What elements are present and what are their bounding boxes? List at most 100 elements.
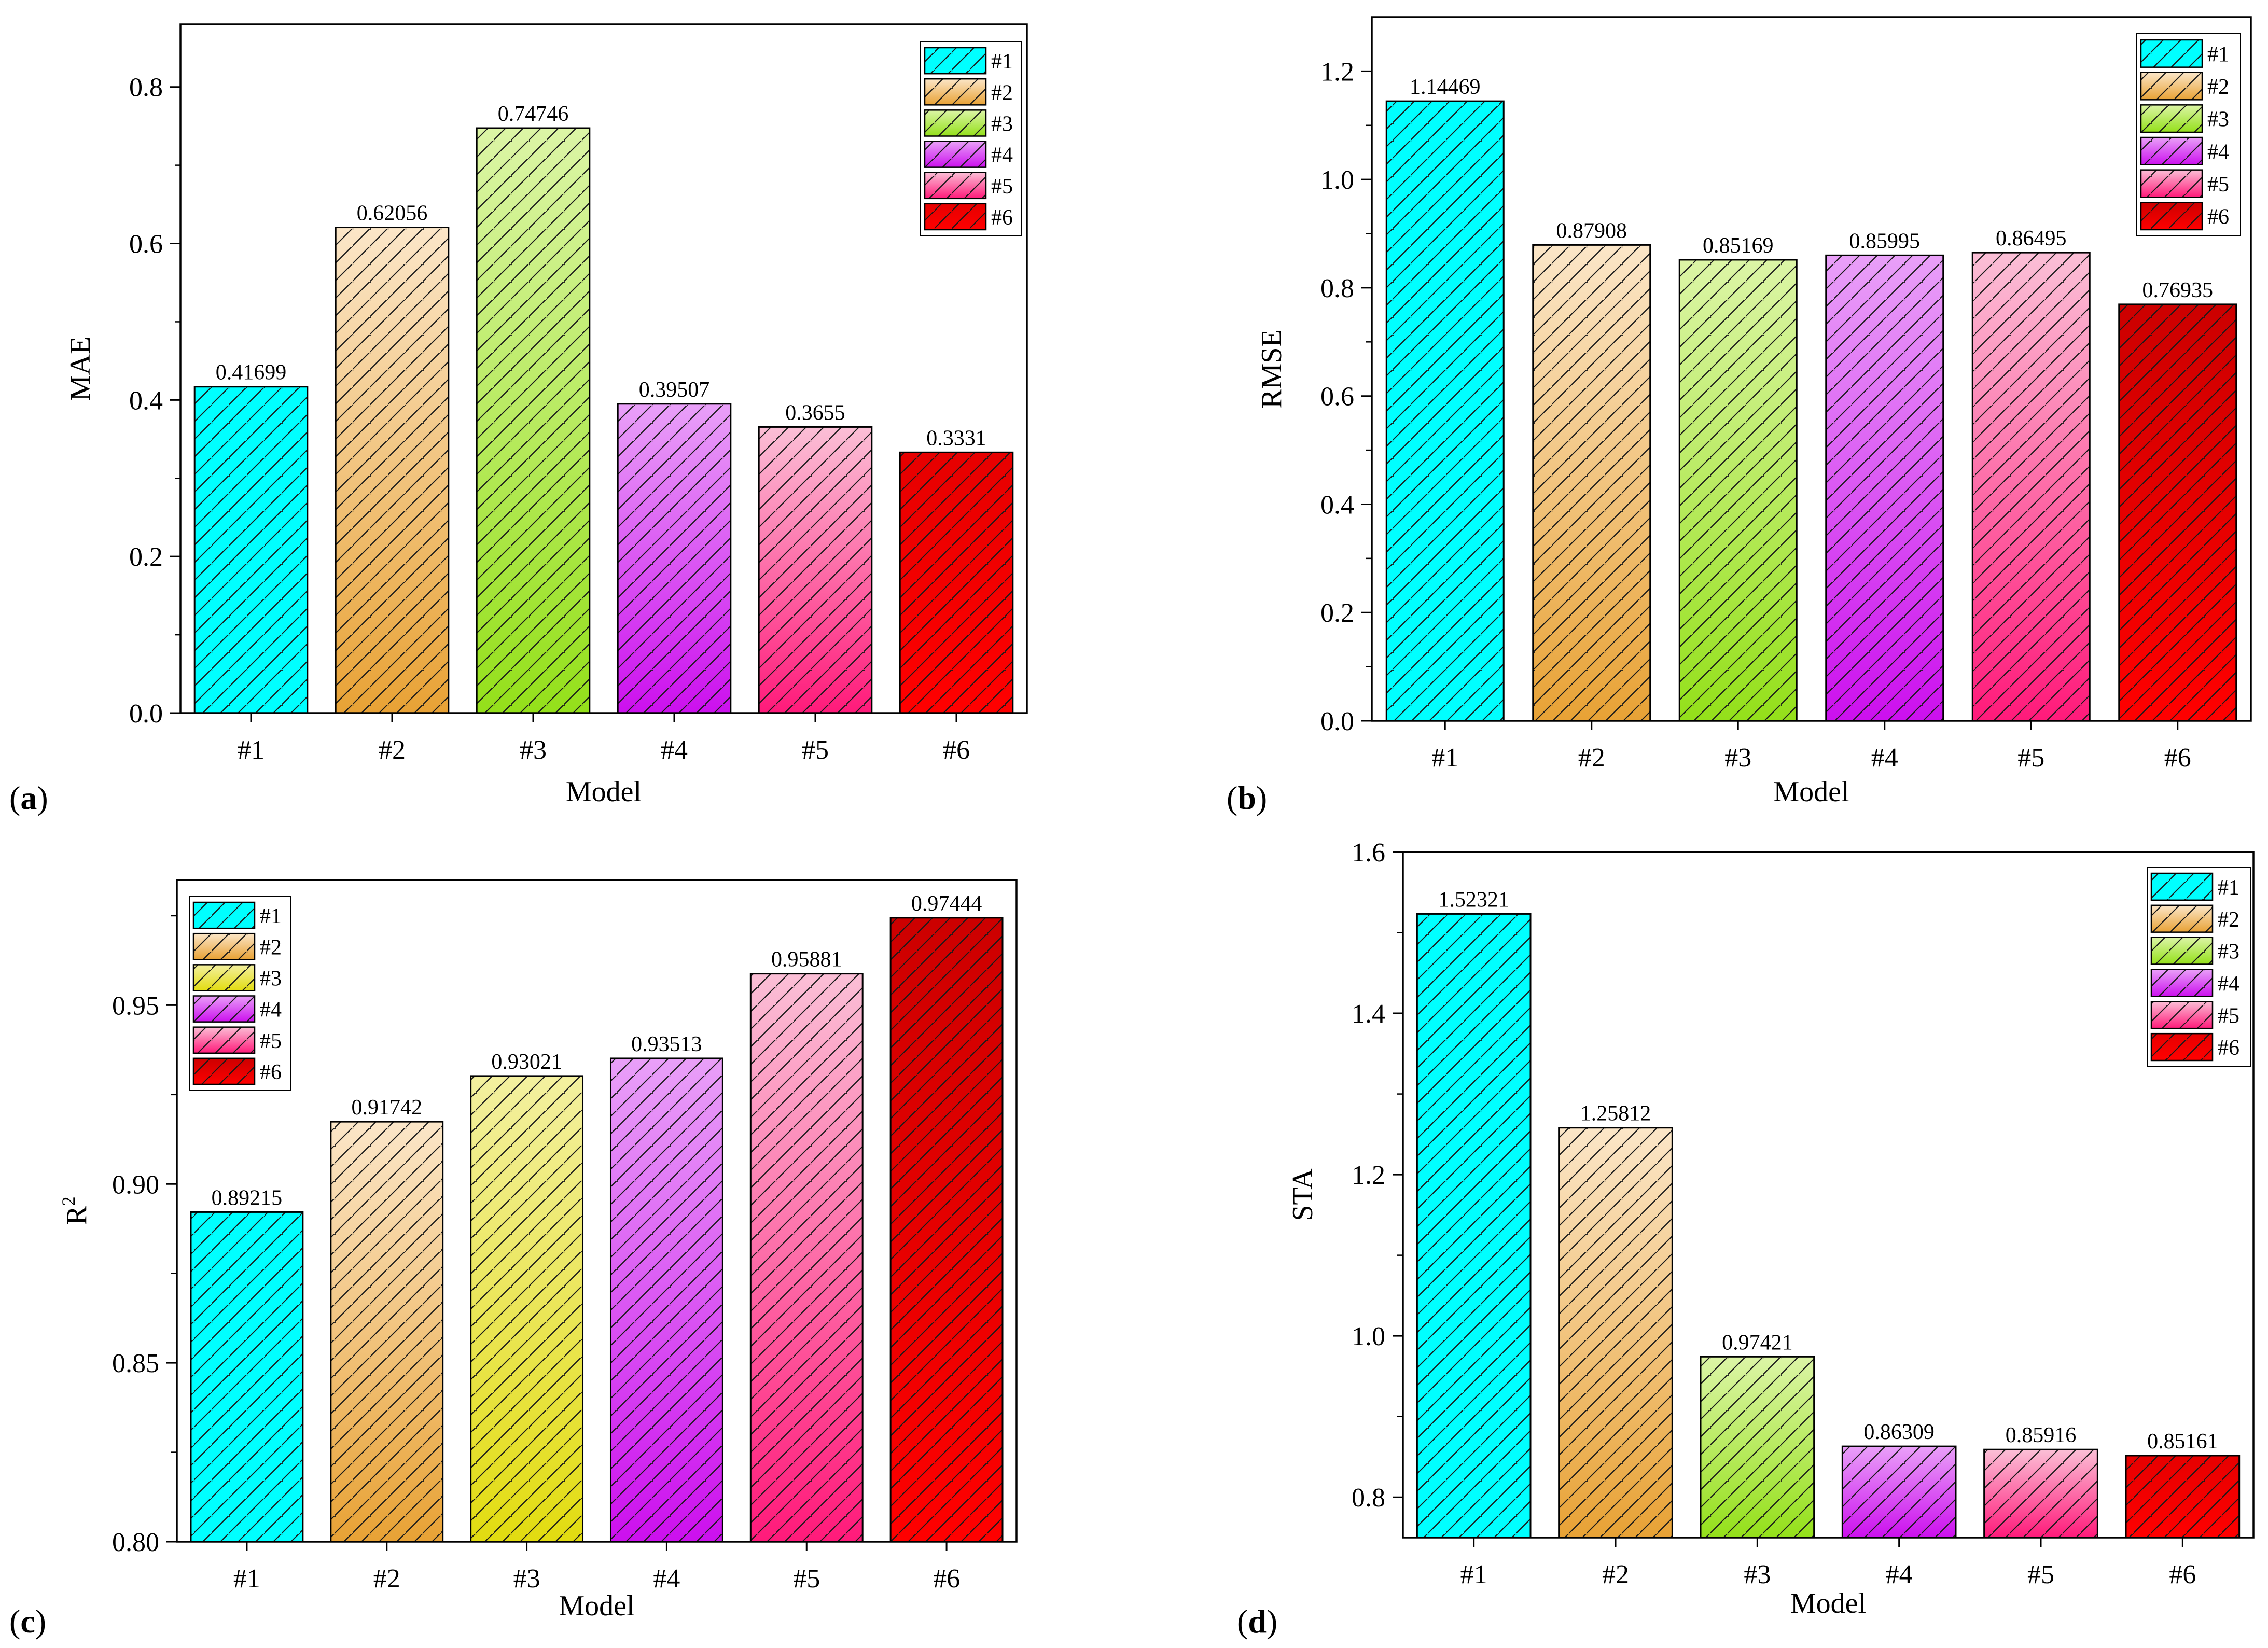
- bar: [1558, 1127, 1673, 1539]
- bar: [749, 973, 864, 1543]
- data-label: 1.52321: [1438, 888, 1509, 912]
- legend-swatch-outline: [2140, 169, 2203, 198]
- y-tick-label: 0.8: [1320, 274, 1354, 303]
- data-label: 1.25812: [1580, 1102, 1651, 1126]
- y-tick-label: 1.0: [1352, 1322, 1385, 1351]
- legend-swatch-outline: [924, 109, 987, 137]
- x-axis-title: Model: [566, 776, 642, 808]
- data-label: 0.93513: [631, 1032, 702, 1056]
- legend-swatch-outline: [192, 1026, 256, 1054]
- data-label: 0.97421: [1722, 1331, 1793, 1354]
- bar-outline: [1385, 100, 1505, 722]
- panel-label: (b): [1227, 779, 1267, 816]
- legend: #1 #2 #3 #4 #5 #6: [2136, 33, 2241, 236]
- data-label: 0.86309: [1863, 1420, 1935, 1444]
- legend-label: #6: [991, 206, 1013, 230]
- bar: [1416, 913, 1532, 1539]
- legend-swatch-outline: [2140, 104, 2203, 133]
- data-label: 0.85161: [2147, 1430, 2218, 1454]
- x-tick-label: #1: [238, 735, 265, 765]
- bar: [889, 917, 1004, 1543]
- plot-frame: [1371, 16, 2252, 722]
- x-tick-label: #4: [653, 1564, 680, 1594]
- y-axis-title: RMSE: [1256, 329, 1288, 409]
- data-label: 0.85916: [2006, 1423, 2077, 1447]
- x-tick-label: #2: [379, 735, 406, 765]
- bar-outline: [1700, 1356, 1815, 1539]
- legend-swatch-outline: [192, 901, 256, 929]
- y-tick-label: 1.2: [1352, 1161, 1385, 1190]
- y-tick-label: 1.4: [1352, 999, 1385, 1029]
- legend-label: #4: [260, 998, 282, 1022]
- legend-swatch-outline: [2150, 1032, 2214, 1062]
- x-tick-label: #5: [2017, 743, 2044, 773]
- y-tick-label: 0.0: [1320, 707, 1354, 736]
- x-tick-label: #6: [2164, 743, 2191, 773]
- bar: [190, 1211, 304, 1543]
- panel-label: (d): [1237, 1603, 1277, 1640]
- legend-label: #3: [2218, 940, 2239, 964]
- x-axis-title: Model: [1790, 1587, 1866, 1619]
- bar: [617, 403, 732, 714]
- bar-outline: [190, 1211, 304, 1543]
- bar-outline: [749, 973, 864, 1543]
- y-tick-label: 0.90: [112, 1170, 159, 1199]
- legend-label: #6: [260, 1060, 282, 1084]
- x-tick-label: #4: [1886, 1560, 1913, 1589]
- legend-label: #5: [260, 1029, 282, 1053]
- legend-swatch-outline: [924, 78, 987, 106]
- bar-outline: [470, 1075, 584, 1543]
- legend-label: #3: [2207, 108, 2229, 132]
- bar-outline: [1971, 252, 2091, 722]
- legend-label: #6: [2218, 1036, 2239, 1060]
- y-tick-label: 0.2: [1320, 598, 1354, 628]
- bar-outline: [1558, 1127, 1673, 1539]
- y-tick-label: 0.95: [112, 991, 159, 1021]
- legend-swatch-outline: [2140, 136, 2203, 165]
- y-tick-label: 1.2: [1320, 57, 1354, 87]
- legend: #1 #2 #3 #4 #5 #6: [2147, 867, 2251, 1067]
- legend-label: #5: [991, 175, 1013, 199]
- bar-outline: [2125, 1455, 2241, 1539]
- y-tick-label: 0.4: [1320, 490, 1354, 520]
- chart-panel: 0.89215 #1 0.91742 #2 0.93021 #3 0.93513 #4 0.95…: [9, 879, 1018, 1640]
- legend: #1 #2 #3 #4 #5 #6: [920, 41, 1022, 236]
- plot-frame: [176, 879, 1018, 1543]
- y-axis-title: MAE: [64, 337, 96, 401]
- x-tick-label: #4: [661, 735, 688, 765]
- bar: [1825, 254, 1944, 722]
- x-tick-label: #2: [373, 1564, 400, 1594]
- legend-swatch-outline: [924, 172, 987, 200]
- legend-swatch-outline: [192, 995, 256, 1023]
- y-tick-label: 1.0: [1320, 165, 1354, 195]
- data-label: 0.85169: [1703, 234, 1774, 258]
- legend-swatch-outline: [192, 964, 256, 991]
- x-tick-label: #4: [1871, 743, 1898, 773]
- legend-label: #1: [2218, 876, 2239, 900]
- bar: [330, 1121, 444, 1543]
- bar-outline: [335, 227, 450, 714]
- bar: [1983, 1448, 2098, 1539]
- legend: #1 #2 #3 #4 #5 #6: [189, 896, 291, 1091]
- data-label: 0.41699: [216, 361, 287, 385]
- y-tick-label: 0.4: [129, 386, 163, 415]
- legend-swatch-outline: [2150, 937, 2214, 965]
- legend-label: #1: [2207, 43, 2229, 66]
- y-tick-label: 0.85: [112, 1349, 159, 1378]
- legend-swatch-outline: [2140, 39, 2203, 68]
- bar-outline: [1841, 1445, 1957, 1539]
- x-tick-label: #5: [793, 1564, 820, 1594]
- data-label: 0.39507: [639, 378, 710, 402]
- bar: [609, 1057, 723, 1543]
- x-tick-label: #3: [1724, 743, 1751, 773]
- legend-label: #4: [991, 144, 1013, 167]
- data-label: 0.85995: [1849, 229, 1921, 253]
- chart-panel: 1.14469 #1 0.87908 #2 0.85169 #3 0.85995 #4 0.86…: [1227, 16, 2252, 816]
- x-tick-label: #6: [943, 735, 970, 765]
- data-label: 0.89215: [212, 1186, 283, 1210]
- legend-swatch-outline: [924, 141, 987, 168]
- y-axis-title: STA: [1287, 1168, 1319, 1221]
- y-tick-label: 0.80: [112, 1528, 159, 1557]
- bar-outline: [1678, 259, 1798, 722]
